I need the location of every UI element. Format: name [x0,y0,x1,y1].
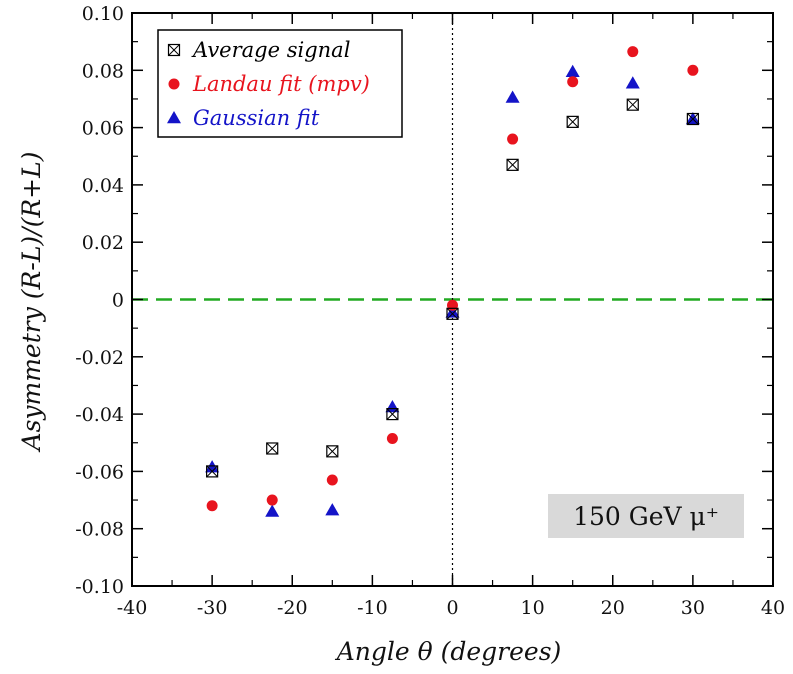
y-tick-label: 0.04 [82,175,124,197]
x-tick-label: 20 [601,597,625,619]
legend-label: Landau fit (mpv) [192,72,370,96]
data-point-boxed-x [506,158,519,171]
y-tick-label: 0.08 [82,60,124,82]
data-point-triangle [505,90,520,103]
y-tick-label: 0.06 [82,118,124,140]
beam-annotation: 150 GeV μ⁺ [548,494,744,538]
data-point-triangle [565,64,580,77]
data-point-triangle [325,503,340,516]
data-point-circle [567,76,579,88]
data-point-boxed-x [206,465,219,478]
reference-lines [132,13,773,586]
y-tick-label: -0.06 [75,461,124,483]
legend: Average signal Landau fit (mpv) Gaussian f… [157,29,403,138]
y-tick-label: 0 [112,290,124,312]
data-point-boxed-x [326,445,339,458]
series-boxed-x [206,98,699,478]
legend-marker-boxed-x [167,43,181,57]
data-point-circle [206,500,218,512]
data-point-circle [507,133,519,145]
tick-labels: -40 -30 -20 -10 0 10 20 30 40 -0.10 -0.08 -0.06 -0.0… [75,3,785,619]
legend-marker-circle [168,78,180,90]
legend-label: Gaussian fit [193,106,320,130]
annotation-box [548,494,744,538]
data-point-boxed-x [266,442,279,455]
annotation-label: 150 GeV μ⁺ [573,502,719,531]
x-tick-label: 30 [681,597,705,619]
data-point-circle [627,46,639,58]
data-point-circle [266,494,278,506]
y-tick-label: 0.02 [82,232,124,254]
x-axis-title: Angle θ (degrees) [335,637,562,666]
data-point-circle [386,432,398,444]
data-point-circle [447,299,458,311]
x-tick-label: 10 [521,597,545,619]
data-point-boxed-x [686,112,699,126]
y-axis-title: Asymmetry (R-L)/(R+L) [17,152,46,453]
data-point-boxed-x [446,307,459,320]
data-point-triangle [385,399,400,413]
data-point-triangle [445,305,460,318]
y-tick-label: -0.10 [75,576,124,598]
legend-marker-triangle [167,111,181,124]
data-point-triangle [265,504,280,517]
y-tick-label: -0.02 [75,347,124,369]
y-tick-label: -0.04 [75,404,124,426]
x-tick-label: -30 [197,597,228,619]
data-point-boxed-x [626,98,639,111]
y-tick-label: -0.08 [75,519,124,541]
x-tick-label: -10 [357,597,388,619]
axis-ticks [131,12,774,587]
data-point-boxed-x [566,115,579,128]
legend-label: Average signal [191,38,350,62]
x-tick-label: -40 [117,597,148,619]
x-tick-label: 0 [446,597,458,619]
data-points [205,46,700,517]
series-circle [206,46,699,512]
data-point-circle [326,474,338,486]
data-point-circle [687,64,699,76]
x-tick-label: 40 [761,597,785,619]
data-point-triangle [685,112,700,125]
data-point-boxed-x [386,408,399,421]
y-tick-label: 0.10 [82,3,124,25]
data-point-triangle [625,76,640,89]
x-tick-label: -20 [277,597,308,619]
legend-box [157,29,403,138]
